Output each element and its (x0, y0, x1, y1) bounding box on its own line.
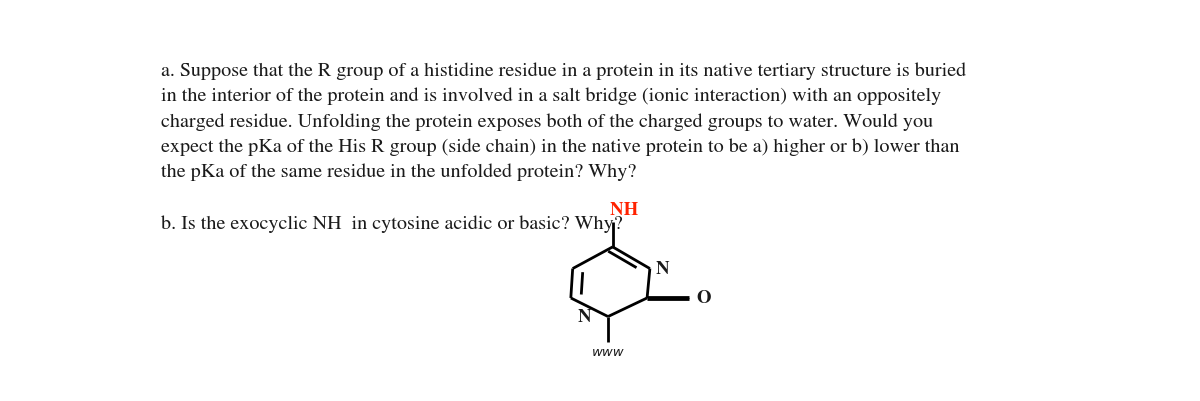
Text: b. Is the exocyclic NH₂ in cytosine acidic or basic? Why?: b. Is the exocyclic NH₂ in cytosine acid… (161, 215, 623, 233)
Text: N: N (577, 308, 590, 325)
Text: N: N (655, 260, 670, 277)
Text: expect the pKa of the His R group (side chain) in the native protein to be a) hi: expect the pKa of the His R group (side … (161, 138, 960, 156)
Text: NH₂: NH₂ (610, 202, 643, 219)
Text: O: O (696, 290, 710, 307)
Text: in the interior of the protein and is involved in a salt bridge (ionic interacti: in the interior of the protein and is in… (161, 87, 942, 105)
Text: a. Suppose that the R group of a histidine residue in a protein in its native te: a. Suppose that the R group of a histidi… (161, 62, 966, 80)
Text: the pKa of the same residue in the unfolded protein? Why?: the pKa of the same residue in the unfol… (161, 163, 636, 181)
Text: www: www (592, 345, 624, 358)
Text: charged residue. Unfolding the protein exposes both of the charged groups to wat: charged residue. Unfolding the protein e… (161, 113, 934, 130)
